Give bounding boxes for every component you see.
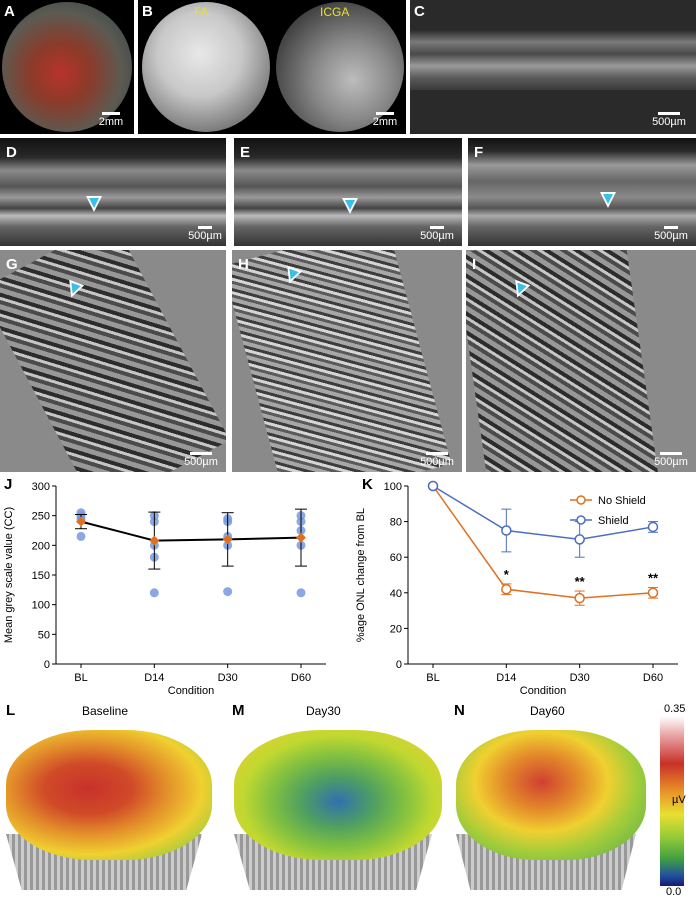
panel-letter-k: K (362, 476, 373, 493)
x-axis-title: Condition (168, 685, 214, 697)
x-tick-label: BL (74, 672, 87, 684)
erg-map-baseline (6, 724, 212, 894)
y-axis-title: Mean grey scale value (CC) (3, 507, 15, 643)
map-title-day30: Day30 (306, 704, 341, 718)
panel-letter-c: C (414, 3, 425, 20)
panel-letter-l: L (6, 702, 16, 719)
data-point (574, 534, 585, 545)
x-tick-label: D30 (218, 672, 238, 684)
oct-scan-d (0, 138, 226, 246)
oct-angiography-g (0, 250, 226, 472)
y-axis-title: %age ONL change from BL (355, 508, 367, 642)
scale-bar-i: 500µm (650, 452, 692, 468)
y-tick-label: 0 (44, 659, 50, 671)
legend-marker (576, 495, 586, 505)
panel-letter-e: E (240, 144, 251, 161)
scale-bar-e: 500µm (416, 226, 458, 242)
icga-label: ICGA (320, 5, 350, 19)
panel-letter-b: B (142, 3, 153, 20)
x-tick-label: D14 (496, 672, 516, 684)
data-point (427, 480, 439, 492)
y-tick-label: 150 (32, 570, 50, 582)
map-title-baseline: Baseline (82, 704, 129, 718)
data-point (501, 525, 512, 536)
scale-bar-g: 500µm (180, 452, 222, 468)
panel-letter-h: H (238, 256, 249, 273)
data-point (149, 588, 159, 598)
angiography-b (138, 0, 406, 134)
erg-map-day30 (234, 724, 442, 894)
colorbar (660, 716, 684, 886)
arrowhead-f (600, 192, 616, 208)
oct-scan-f (468, 138, 696, 246)
y-tick-label: 0 (396, 659, 402, 671)
scale-bar-b: 2mm (368, 112, 402, 128)
scale-bar-c: 500µm (648, 112, 690, 128)
mean-line (80, 520, 302, 542)
panel-letter-d: D (6, 144, 17, 161)
y-tick-label: 100 (32, 600, 50, 612)
oct-angiography-i (466, 250, 696, 472)
data-point (501, 583, 512, 595)
y-tick-label: 60 (390, 552, 402, 564)
significance-mark: * (504, 567, 510, 582)
data-point (76, 531, 86, 541)
y-tick-label: 250 (32, 511, 50, 523)
y-tick-label: 80 (390, 517, 402, 529)
colorbar-max: 0.35 (664, 703, 686, 715)
x-axis-title: Condition (520, 685, 566, 697)
panel-letter-j: J (4, 476, 13, 493)
x-tick-label: BL (426, 672, 439, 684)
panel-letter-m: M (232, 702, 245, 719)
oct-scan-e (234, 138, 462, 246)
scale-bar-f: 500µm (650, 226, 692, 242)
significance-mark: ** (648, 570, 659, 585)
panel-letter-n: N (454, 702, 465, 719)
significance-mark: ** (575, 574, 586, 589)
data-point (647, 521, 659, 533)
scale-bar-h: 500µm (416, 452, 458, 468)
panel-letter-g: G (6, 256, 18, 273)
fa-label: FA (194, 5, 209, 19)
y-tick-label: 200 (32, 540, 50, 552)
x-tick-label: D60 (643, 672, 663, 684)
mean-marker (149, 535, 160, 546)
arrowhead-e (342, 198, 358, 214)
y-tick-label: 50 (38, 629, 50, 641)
erg-map-day60 (456, 724, 646, 894)
mean-marker (296, 532, 306, 543)
arrowhead-d (86, 196, 102, 212)
legend-label: Shield (598, 515, 629, 527)
panel-letter-f: F (474, 144, 484, 161)
chart-k-onl-change: 0 20 40 60 80 100 BL D14 D30 D60 Condition %age ONL… (355, 480, 678, 697)
map-title-day60: Day60 (530, 704, 565, 718)
colorbar-min: 0.0 (666, 886, 682, 898)
series-line (432, 485, 654, 599)
legend-label: No Shield (598, 495, 646, 507)
y-tick-label: 20 (390, 623, 402, 635)
legend-marker (576, 515, 586, 525)
data-point (647, 587, 659, 599)
panel-letter-i: I (472, 256, 477, 273)
colorbar-unit: µV (672, 794, 686, 806)
y-tick-label: 300 (32, 481, 50, 493)
oct-scan-c (410, 0, 696, 134)
scale-bar-a: 2mm (96, 112, 126, 128)
y-tick-label: 100 (384, 481, 402, 493)
x-tick-label: D60 (291, 672, 311, 684)
series-line (432, 485, 654, 541)
data-point (223, 587, 233, 597)
x-tick-label: D30 (570, 672, 590, 684)
scale-bar-d: 500µm (186, 226, 224, 242)
x-tick-label: D14 (144, 672, 164, 684)
y-tick-label: 40 (390, 588, 402, 600)
oct-angiography-h (232, 250, 462, 472)
data-point (296, 588, 306, 598)
fundus-photo-a (0, 0, 134, 134)
chart-j-grey-scale: 0 50 100 150 200 250 300 BL D14 D30 D60 Condition Me… (3, 481, 326, 697)
panel-letter-a: A (4, 3, 15, 20)
data-point (574, 592, 585, 604)
